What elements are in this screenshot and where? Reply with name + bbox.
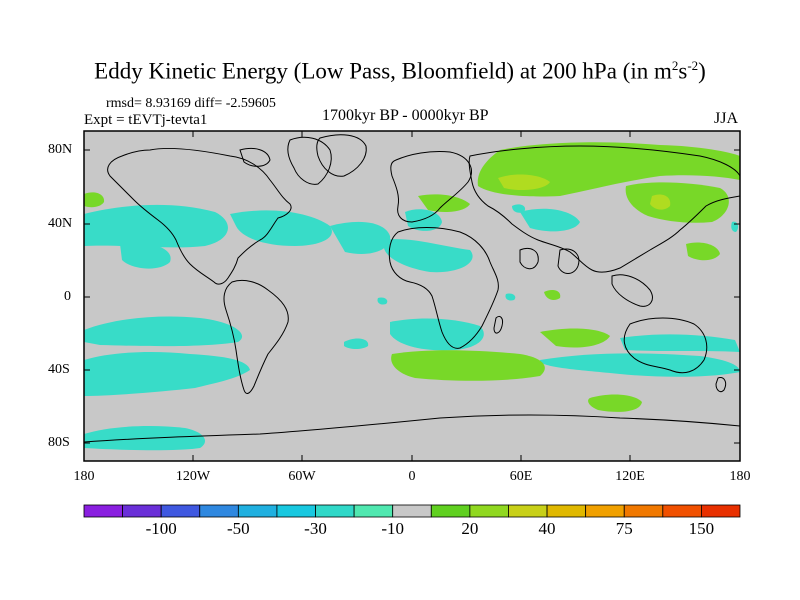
colorbar-box-2 <box>160 504 201 518</box>
lon-tick-0: 0 <box>408 469 416 484</box>
colorbar-box-16 <box>701 504 741 518</box>
colorbar-label-6: 75 <box>615 519 633 538</box>
lat-tick-40s: 40S <box>48 362 70 377</box>
lon-tick-120w: 120W <box>175 469 211 484</box>
axis-ticks <box>84 131 740 461</box>
colorbar-box-14 <box>623 504 664 518</box>
season-label: JJA <box>714 110 739 127</box>
colorbar-box-6 <box>315 504 355 518</box>
colorbar-box-10 <box>469 504 509 518</box>
colorbar-label-2: -30 <box>304 519 327 538</box>
colorbar-box-7 <box>353 504 394 518</box>
lat-tick-0: 0 <box>64 289 71 304</box>
colorbar-box-4 <box>237 504 278 518</box>
coastlines <box>84 134 740 443</box>
colorbar-box-1 <box>122 504 162 518</box>
colorbar-box-3 <box>199 504 239 518</box>
lat-tick-40n: 40N <box>48 216 73 231</box>
colorbar-label-4: 20 <box>461 519 479 538</box>
lon-tick-180-left: 180 <box>73 469 95 484</box>
lat-tick-80s: 80S <box>48 435 70 450</box>
colorbar-label-0: -100 <box>145 519 177 538</box>
colorbar-label-7: 150 <box>688 519 715 538</box>
colorbar-label-5: 40 <box>538 519 556 538</box>
colorbar-box-8 <box>392 504 432 518</box>
colorbar-box-9 <box>430 504 471 518</box>
period-label: 1700kyr BP - 0000kyr BP <box>322 107 489 124</box>
lon-tick-60e: 60E <box>509 469 533 484</box>
colorbar-box-5 <box>276 504 316 518</box>
lon-tick-180-right: 180 <box>729 469 751 484</box>
map-title: Eddy Kinetic Energy (Low Pass, Bloomfiel… <box>94 58 706 84</box>
lon-tick-120e: 120E <box>615 469 645 484</box>
lat-tick-80n: 80N <box>48 142 73 157</box>
colorbar-box-13 <box>585 504 625 518</box>
negative-anomaly-regions <box>84 204 740 451</box>
lon-tick-60w: 60W <box>288 469 316 484</box>
colorbar-box-12 <box>546 504 587 518</box>
colorbar-box-11 <box>508 504 548 518</box>
colorbar-box-0 <box>83 504 123 518</box>
colorbar-label-1: -50 <box>227 519 250 538</box>
colorbar-label-3: -10 <box>381 519 405 538</box>
experiment-label: Expt = tEVTj-tevta1 <box>84 112 208 128</box>
colorbar-box-15 <box>662 504 702 518</box>
strong-positive-regions <box>498 174 671 210</box>
rmsd-diff-stats: rmsd= 8.93169 diff= -2.59605 <box>106 96 276 111</box>
